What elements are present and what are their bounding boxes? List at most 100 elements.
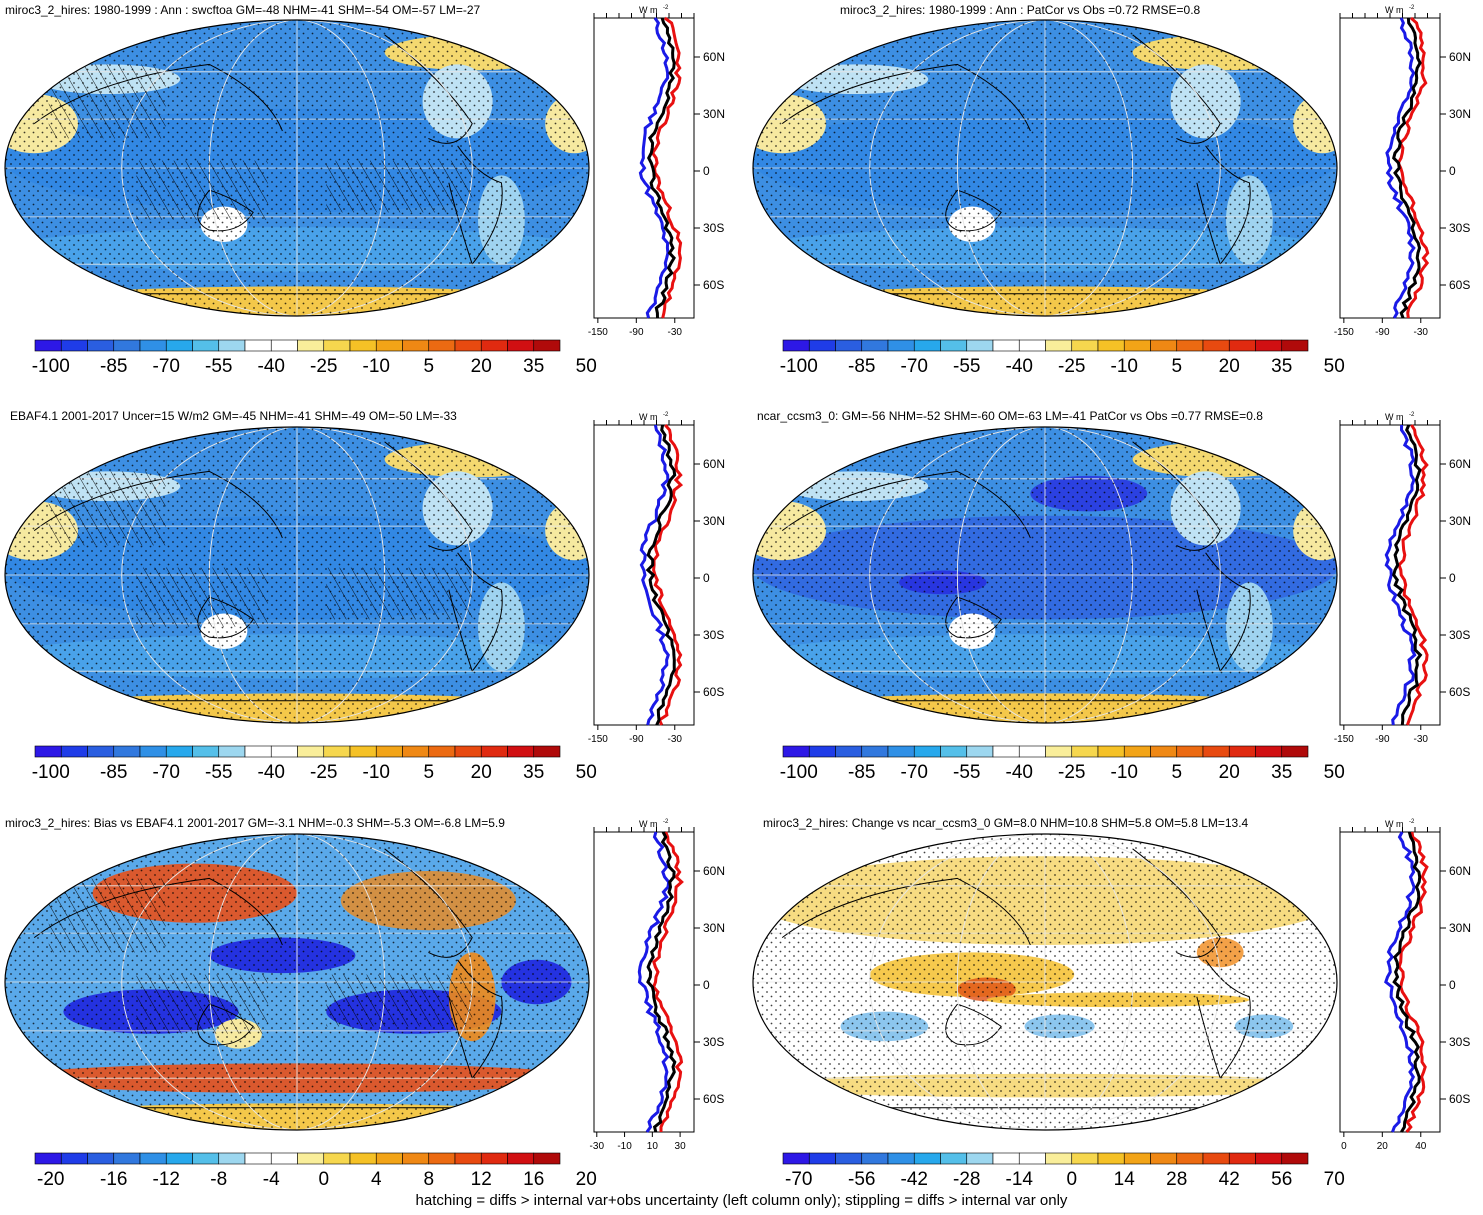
- colorbar-label: 50: [1324, 356, 1345, 377]
- lat-tick-label: 30N: [1449, 921, 1471, 935]
- colorbar-swatch: [1176, 339, 1204, 352]
- colorbar-label: 50: [576, 762, 597, 783]
- colorbar-swatch: [323, 745, 351, 758]
- profile-x-tick: -10: [617, 1141, 632, 1152]
- map-border: [4, 426, 590, 724]
- colorbar-swatch: [1228, 1152, 1256, 1165]
- colorbar-swatch: [1045, 1152, 1073, 1165]
- colorbar-label: -100: [780, 356, 818, 377]
- colorbar-swatch: [1150, 1152, 1178, 1165]
- colorbar-label: 0: [318, 1169, 329, 1190]
- colorbar-label: 12: [471, 1169, 492, 1190]
- colorbar-swatch: [1202, 339, 1230, 352]
- profile-line: [647, 17, 676, 319]
- colorbar-swatch: [323, 339, 351, 352]
- colorbar-swatch: [966, 339, 994, 352]
- colorbar-swatch: [1018, 745, 1046, 758]
- colorbar-swatch: [1255, 745, 1283, 758]
- colorbar-swatch: [1045, 339, 1073, 352]
- profile-line: [1396, 16, 1430, 319]
- colorbar: -70 -56 -42 -28 -14 0 14 28 42 56 70: [782, 1152, 1345, 1190]
- colorbar-label: -8: [210, 1169, 227, 1190]
- colorbar-label: 50: [1324, 762, 1345, 783]
- profile-x-tick: 20: [1377, 1141, 1389, 1152]
- lat-tick-label: 0: [703, 978, 710, 992]
- profile-x-tick: -30: [1414, 734, 1429, 745]
- colorbar-swatch: [87, 745, 115, 758]
- map-border: [4, 833, 590, 1131]
- profile-x-tick: -30: [668, 734, 683, 745]
- panel-title: EBAF4.1 2001-2017 Uncer=15 W/m2 GM=-45 N…: [10, 409, 457, 423]
- lat-tick-label: 30N: [703, 107, 725, 121]
- profile-x-tick: -30: [590, 1141, 605, 1152]
- colorbar-swatch: [1281, 745, 1309, 758]
- colorbar-swatch: [1176, 745, 1204, 758]
- panel-title: miroc3_2_hires: 1980-1999 : Ann : PatCor…: [840, 3, 1201, 17]
- lat-tick-label: 0: [1449, 978, 1456, 992]
- colorbar-swatch: [192, 745, 220, 758]
- colorbar-label: -85: [100, 356, 127, 377]
- colorbar-swatch: [218, 1152, 246, 1165]
- lat-tick-label: 30N: [703, 921, 725, 935]
- colorbar-label: 5: [423, 356, 434, 377]
- lat-tick-label: 60N: [703, 864, 725, 878]
- unit-label: W m: [639, 5, 658, 15]
- colorbar-label: -28: [953, 1169, 980, 1190]
- colorbar-swatch: [113, 745, 141, 758]
- lat-tick-label: 30S: [1449, 628, 1470, 642]
- lat-tick-label: 0: [703, 571, 710, 585]
- footer-note: hatching = diffs > internal var+obs unce…: [415, 1192, 1068, 1209]
- colorbar-swatch: [375, 1152, 403, 1165]
- colorbar-swatch: [297, 1152, 325, 1165]
- colorbar-swatch: [139, 339, 167, 352]
- colorbar-swatch: [60, 339, 88, 352]
- zonal-mean-profile: W m -2 60N 30N 0 30S 60S -150 -90 -30: [1334, 5, 1471, 338]
- colorbar-label: -25: [1058, 762, 1085, 783]
- profile-line: [651, 831, 684, 1132]
- hatching: [48, 878, 166, 953]
- colorbar-swatch: [533, 745, 561, 758]
- zonal-mean-profile: W m -2 60N 30N 0 30S 60S -150 -90 -30: [588, 5, 725, 338]
- colorbar-label: -4: [263, 1169, 280, 1190]
- colorbar-swatch: [507, 1152, 535, 1165]
- colorbar-swatch: [940, 339, 968, 352]
- colorbar-swatch: [402, 339, 430, 352]
- world-map: [753, 834, 1337, 1130]
- colorbar-swatch: [861, 745, 889, 758]
- colorbar-swatch: [913, 1152, 941, 1165]
- world-map: [5, 834, 589, 1130]
- colorbar-swatch: [34, 745, 62, 758]
- colorbar-swatch: [60, 1152, 88, 1165]
- colorbar-swatch: [480, 1152, 508, 1165]
- colorbar-label: 8: [423, 1169, 434, 1190]
- colorbar-label: -70: [901, 762, 928, 783]
- colorbar-swatch: [244, 745, 272, 758]
- colorbar-swatch: [1097, 1152, 1125, 1165]
- colorbar-swatch: [113, 1152, 141, 1165]
- profile-line: [1392, 17, 1422, 319]
- profile-line: [1392, 831, 1422, 1133]
- colorbar-swatch: [782, 1152, 810, 1165]
- colorbar-label: -25: [1058, 356, 1085, 377]
- panel-5-graphics: -20 -16 -12 -8 -4 0 4 8 12 16 20 W m -2 60N 30N 0 30S 60S…: [4, 819, 725, 1190]
- hatching: [136, 160, 268, 220]
- hatching: [326, 160, 473, 213]
- profile-x-tick: 10: [647, 1141, 659, 1152]
- colorbar-label: 28: [1166, 1169, 1187, 1190]
- profile-line: [646, 831, 677, 1133]
- colorbar-swatch: [1071, 339, 1099, 352]
- colorbar-swatch: [428, 745, 456, 758]
- profile-x-tick: 30: [675, 1141, 687, 1152]
- colorbar-swatch: [349, 339, 377, 352]
- stippling: [753, 427, 1337, 723]
- profile-line: [1384, 831, 1416, 1133]
- colorbar-swatch: [808, 1152, 836, 1165]
- hatching: [136, 974, 268, 1034]
- profile-line: [1397, 831, 1429, 1133]
- profile-x-tick: -90: [1375, 327, 1390, 338]
- unit-label: W m: [1385, 5, 1404, 15]
- stippling: [753, 834, 1337, 1130]
- colorbar-swatch: [375, 745, 403, 758]
- colorbar-swatch: [533, 1152, 561, 1165]
